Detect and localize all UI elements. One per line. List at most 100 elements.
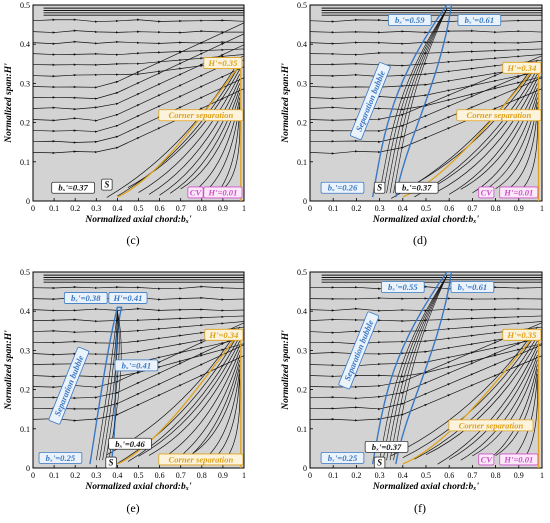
- x-tick-label: 0.9: [218, 204, 228, 213]
- annotation-label: Corner separation: [169, 454, 234, 464]
- x-axis-label: Normalized axial chord:bₓ': [84, 215, 192, 225]
- x-tick-label: 0.2: [70, 471, 80, 480]
- x-tick-label: 0.5: [421, 204, 431, 213]
- corner-separation-line: [117, 330, 242, 465]
- annotation-label: S: [104, 180, 109, 190]
- x-tick-label: 0: [31, 471, 35, 480]
- x-tick-label: 0.7: [467, 204, 477, 213]
- annotation-label: bₓ'=0.55: [388, 282, 418, 292]
- y-tick-label: 0: [303, 197, 307, 206]
- x-tick-label: 0.2: [70, 204, 80, 213]
- panel-d: 0 0.1 0.2 0.3 0.4 0.5 0.6 0.7 0.8 0.9 100.10.20.30…: [281, 1, 544, 247]
- annotation-box: [478, 186, 495, 199]
- annotation-box: [450, 281, 495, 293]
- y-tick-label: 0: [26, 197, 30, 206]
- annotation-box: [373, 456, 386, 469]
- x-tick-label: 0.3: [91, 204, 101, 213]
- x-tick-label: 0.9: [514, 204, 524, 213]
- y-tick-labels: 0 0.1 0.2 0.3 0.4 0.5: [297, 1, 313, 206]
- annotation-box: [364, 440, 409, 453]
- y-tick-labels: 0 0.1 0.2 0.3 0.4 0.5: [20, 1, 36, 206]
- x-tick-label: 0.7: [176, 471, 186, 480]
- x-tick-label: 0.8: [491, 204, 501, 213]
- x-tick-label: 0.1: [49, 204, 59, 213]
- annotation-label: H'=0.01: [207, 187, 237, 197]
- x-tick-label: 1: [242, 204, 246, 213]
- annotation-box: [187, 186, 204, 199]
- y-tick-label: 0.4: [20, 40, 30, 49]
- annotation-box: [502, 61, 542, 74]
- y-tick-label: 0.4: [20, 307, 30, 316]
- x-tick-label: 1: [540, 204, 544, 213]
- annotation-box: [108, 437, 152, 450]
- y-tick-labels: 0 0.1 0.2 0.3 0.4 0.5: [297, 268, 313, 473]
- annotation-box: [499, 453, 539, 466]
- annotations: H'=0.35 Corner separation bₓ'=0.37 S CV H'=0.…: [51, 57, 244, 199]
- x-tick-labels: 0 0.1 0.2 0.3 0.4 0.5 0.6 0.7 0.8 0.9 1: [308, 198, 544, 213]
- x-tick-label: 0.5: [421, 471, 431, 480]
- x-tick-labels: 0 0.1 0.2 0.3 0.4 0.5 0.6 0.7 0.8 0.9 1: [31, 198, 246, 213]
- annotation-box: [203, 186, 243, 199]
- x-tick-label: 0.3: [375, 204, 385, 213]
- annotation-box: [320, 181, 365, 194]
- annotation-label: CV: [481, 187, 494, 197]
- annotation-label: CV: [481, 454, 494, 464]
- y-axis-label: Normalized span:H': [281, 63, 291, 144]
- x-tick-label: 0.3: [375, 471, 385, 480]
- x-tick-labels: 0 0.1 0.2 0.3 0.4 0.5 0.6 0.7 0.8 0.9 1: [308, 465, 544, 480]
- x-tick-label: 0.4: [398, 204, 408, 213]
- annotation-label: S: [377, 458, 382, 468]
- x-tick-label: 0.8: [197, 204, 207, 213]
- x-tick-label: 0.6: [155, 204, 165, 213]
- y-tick-label: 0: [303, 464, 307, 473]
- x-tick-label: 0.8: [197, 471, 207, 480]
- y-tick-label: 0.5: [20, 1, 30, 10]
- annotation-box: [478, 453, 495, 466]
- panel-caption: (d): [413, 233, 427, 247]
- x-tick-label: 0.7: [176, 204, 186, 213]
- x-tick-label: 0.9: [514, 471, 524, 480]
- x-tick-label: 0.5: [134, 471, 144, 480]
- plot-area: [309, 4, 543, 202]
- annotation-box: [38, 451, 83, 464]
- y-axis-label: Normalized span:H': [4, 63, 14, 144]
- x-tick-label: 0.3: [91, 471, 101, 480]
- annotation-box: [380, 281, 425, 293]
- annotation-label: bₓ'=0.37: [58, 183, 88, 193]
- annotation-box: [101, 178, 113, 191]
- annotation-label: bₓ'=0.37: [402, 183, 432, 193]
- x-tick-label: 0.2: [351, 204, 361, 213]
- annotation-label: Corner separation: [467, 110, 532, 120]
- annotation-label: H'=0.35: [506, 330, 537, 340]
- x-tick-label: 0.4: [112, 471, 122, 480]
- x-tick-label: 0.1: [49, 471, 59, 480]
- y-axis-label: Normalized span:H': [4, 330, 14, 411]
- annotation-box: [203, 57, 243, 69]
- annotation-label: bₓ'=0.38: [71, 293, 101, 303]
- panel-c: 0 0.1 0.2 0.3 0.4 0.5 0.6 0.7 0.8 0.9 100.10.20.30…: [4, 1, 246, 247]
- annotation-label: CV: [190, 187, 203, 197]
- y-tick-label: 0.1: [297, 158, 307, 167]
- x-tick-labels: 0 0.1 0.2 0.3 0.4 0.5 0.6 0.7 0.8 0.9 1: [31, 465, 246, 480]
- y-tick-label: 0.5: [297, 268, 307, 277]
- y-tick-label: 0.4: [297, 307, 307, 316]
- annotation-label: S: [109, 458, 114, 468]
- annotation-box: [204, 328, 244, 341]
- x-axis-label: Normalized axial chord:bₓ': [372, 215, 480, 225]
- annotation-box: [114, 359, 159, 372]
- x-tick-label: 0: [308, 204, 312, 213]
- annotations: bₓ'=0.38 H'=0.41H'=0.34bₓ'=0.41Separation…: [38, 292, 244, 469]
- annotation-label: H'=0.41: [112, 293, 142, 303]
- x-tick-label: 0.4: [112, 204, 122, 213]
- x-tick-label: 0.4: [398, 471, 408, 480]
- annotation-box: [502, 328, 542, 341]
- annotation-label: bₓ'=0.25: [328, 453, 358, 463]
- x-tick-label: 0.8: [491, 471, 501, 480]
- annotation-box: [320, 451, 365, 464]
- x-tick-label: 0.7: [467, 471, 477, 480]
- annotation-label: S: [377, 183, 382, 193]
- annotation-label: bₓ'=0.25: [46, 453, 76, 463]
- annotation-box: [105, 456, 117, 469]
- x-tick-label: 0.6: [444, 471, 454, 480]
- y-tick-label: 0.3: [297, 346, 307, 355]
